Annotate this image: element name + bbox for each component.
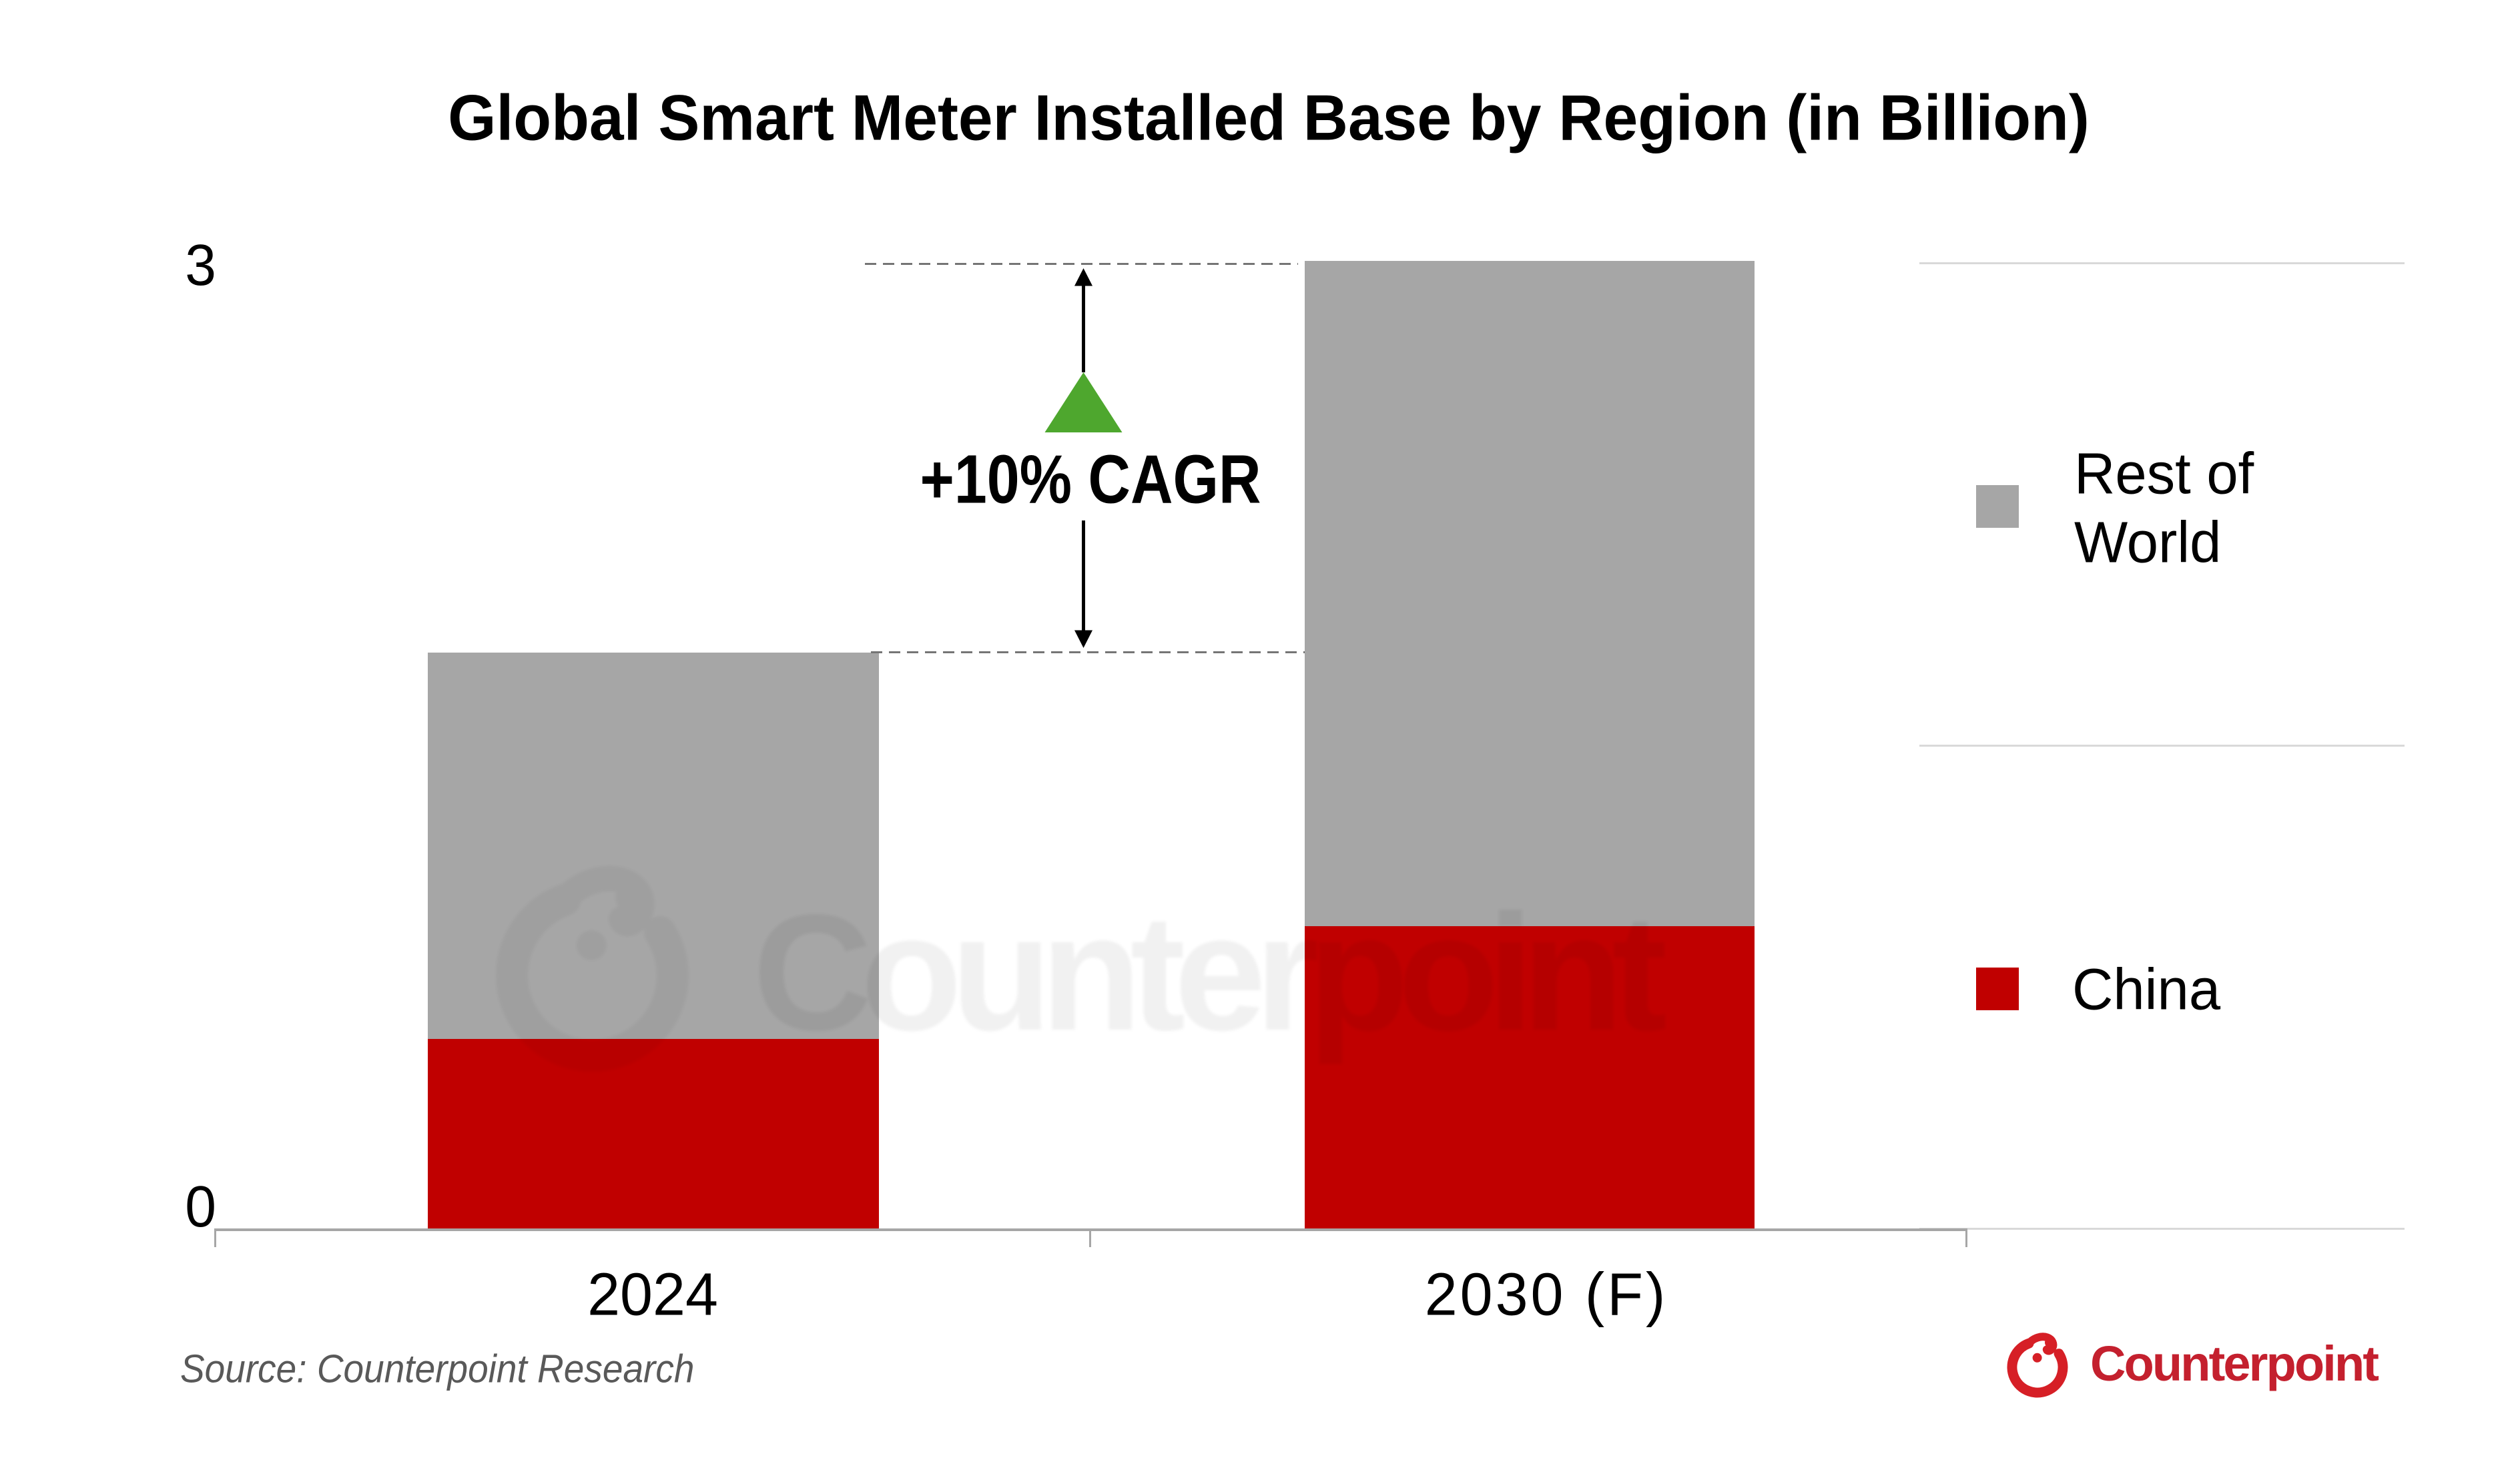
svg-text:Counterpoint: Counterpoint [753, 879, 1667, 1065]
svg-text:Counterpoint: Counterpoint [2090, 1336, 2379, 1391]
